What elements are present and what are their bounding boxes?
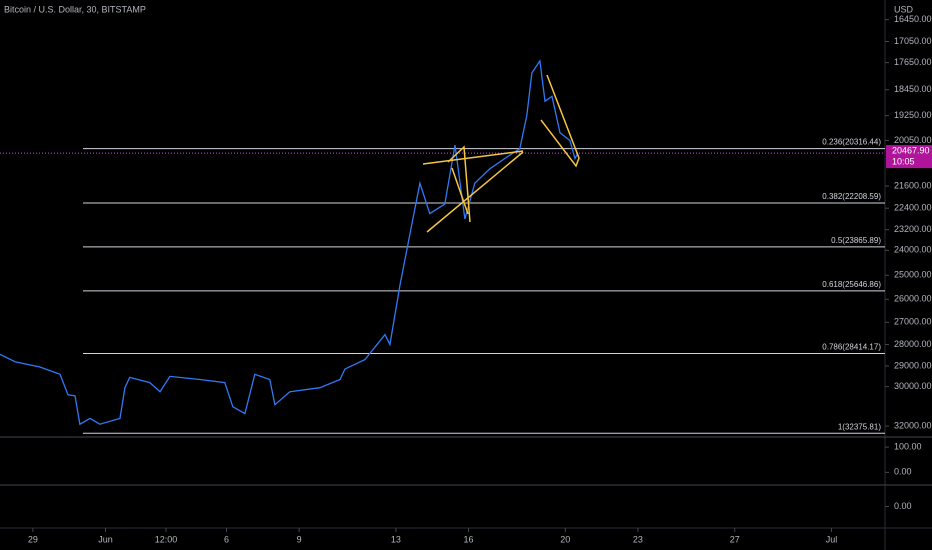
y-tick-label: 30000.00 (894, 381, 932, 391)
y-tick-label: 19250.00 (894, 110, 932, 120)
current-price-box (886, 145, 932, 169)
fib-level-label: 0.382(22208.59) (822, 192, 881, 201)
x-tick-label: 9 (297, 534, 302, 544)
x-tick-label: 29 (28, 534, 38, 544)
y-tick-label: 26000.00 (894, 294, 932, 304)
y-tick-label: 16450.00 (894, 14, 932, 24)
currency-label: USD (894, 4, 914, 14)
y-tick-label: 18450.00 (894, 84, 932, 94)
y-tick-label: 27000.00 (894, 317, 932, 327)
fib-level-label: 0.786(28414.17) (822, 343, 881, 352)
fib-level-label: 0.5(23865.89) (831, 236, 881, 245)
y-tick-label: 29000.00 (894, 360, 932, 370)
y-tick-label: 32000.00 (894, 420, 932, 430)
x-tick-label: 13 (391, 534, 401, 544)
y-tick-label: 22400.00 (894, 203, 932, 213)
trend-line (447, 145, 471, 223)
trend-drawings (422, 74, 580, 233)
y-tick-label: 17050.00 (894, 36, 932, 46)
pane-tick-label: 0.00 (894, 501, 912, 511)
plot-area (0, 59, 885, 434)
trend-line (426, 151, 524, 233)
y-tick-label: 21600.00 (894, 180, 932, 190)
y-tick-label: 20050.00 (894, 135, 932, 145)
trend-line (540, 74, 580, 168)
pane-tick-label: 100.00 (894, 441, 922, 451)
x-tick-label: 27 (730, 534, 740, 544)
x-tick-label: 16 (464, 534, 474, 544)
y-tick-label: 24000.00 (894, 245, 932, 255)
x-tick-label: 23 (633, 534, 643, 544)
countdown-label: 10:05 (892, 156, 915, 166)
y-tick-label: 17650.00 (894, 57, 932, 67)
x-tick-label: 6 (224, 534, 229, 544)
trend-line (451, 167, 469, 215)
pane-tick-label: 0.00 (894, 467, 912, 477)
chart-title: Bitcoin / U.S. Dollar, 30, BITSTAMP (4, 4, 146, 14)
y-tick-label: 25000.00 (894, 270, 932, 280)
fib-level-label: 1(32375.81) (838, 422, 881, 431)
x-tick-label: 12:00 (155, 534, 178, 544)
x-tick-label: Jul (826, 534, 838, 544)
trend-line (422, 150, 524, 165)
current-price-label: 20467.90 (892, 145, 930, 155)
x-tick-label: Jun (98, 534, 113, 544)
y-tick-label: 28000.00 (894, 339, 932, 349)
price-line (0, 59, 579, 426)
y-tick-label: 23200.00 (894, 224, 932, 234)
fib-level-label: 0.618(25646.86) (822, 280, 881, 289)
fib-level-label: 0.236(20316.44) (822, 138, 881, 147)
x-tick-label: 20 (560, 534, 570, 544)
